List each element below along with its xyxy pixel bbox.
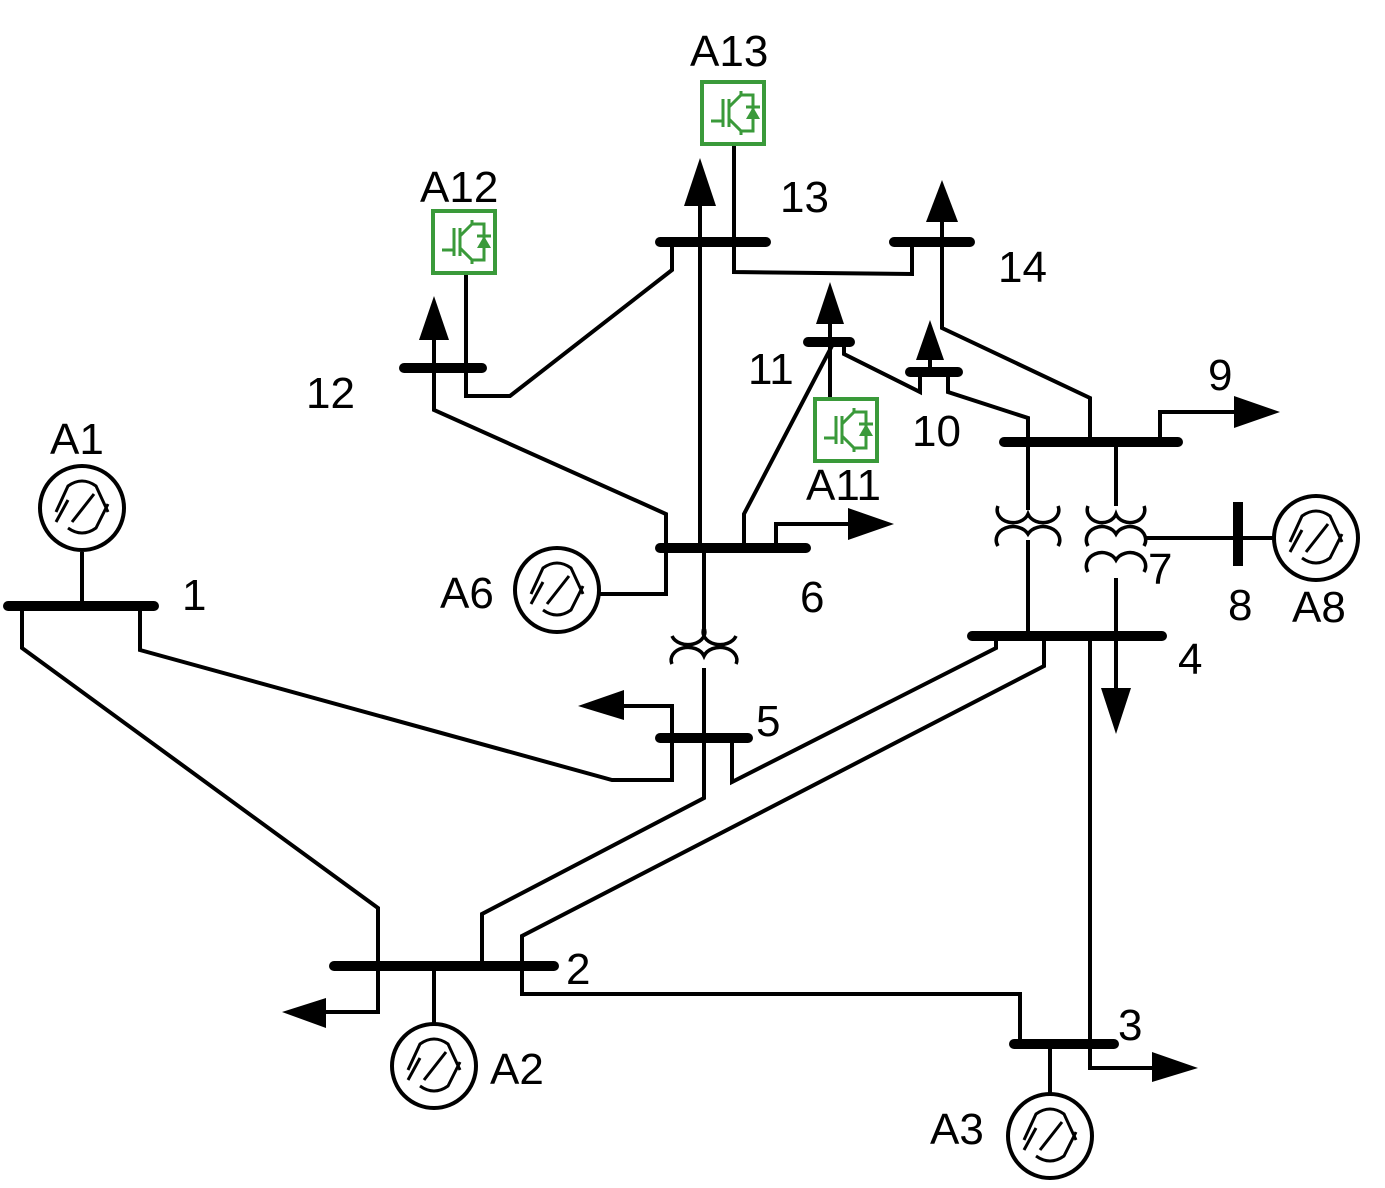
- device-labels: A1 A2 A3 A6 A8 A11 A12 A13: [50, 27, 1346, 1154]
- loads: [282, 158, 1280, 1082]
- bus-label-4: 4: [1178, 635, 1202, 684]
- line-2-5: [480, 738, 706, 966]
- converters: [431, 80, 879, 463]
- buses: [3, 237, 1243, 1049]
- line-12-13: [464, 242, 674, 398]
- bus-label-13: 13: [780, 173, 829, 222]
- generator-a1: [38, 464, 126, 552]
- load-arrow-icon: [282, 966, 380, 1028]
- line-2-4: [520, 636, 1046, 966]
- transformers: [669, 505, 1148, 665]
- bus-label-7: 7: [1148, 545, 1172, 594]
- line-1-2: [20, 606, 380, 966]
- generator-label-a8: A8: [1292, 583, 1346, 632]
- generator-label-a2: A2: [490, 1045, 544, 1094]
- line-6-11: [742, 341, 836, 548]
- generator-a6: [513, 546, 601, 634]
- bus-label-5: 5: [756, 697, 780, 746]
- load-arrow-icon: [684, 158, 716, 242]
- bus-label-2: 2: [566, 945, 590, 994]
- converter-a13: [700, 80, 766, 146]
- transformer-icon: [1084, 505, 1148, 573]
- line-14-9: [940, 242, 1092, 442]
- generator-label-a3: A3: [930, 1105, 984, 1154]
- bus-labels: 1 2 3 4 5 6 7 8 9 10 11 12 13 14: [182, 173, 1252, 1050]
- load-arrow-icon: [916, 320, 944, 372]
- generator-a8: [1272, 494, 1360, 582]
- load-arrow-icon: [1101, 636, 1131, 734]
- bus-label-10: 10: [912, 407, 961, 456]
- load-arrow-icon: [926, 180, 958, 242]
- bus-label-8: 8: [1228, 581, 1252, 630]
- line-4-5: [730, 636, 998, 786]
- converter-label-a11: A11: [806, 461, 881, 510]
- line-2-3: [520, 966, 1022, 1044]
- bus-label-1: 1: [182, 571, 206, 620]
- load-arrow-icon: [1158, 396, 1280, 442]
- line-6-12: [432, 368, 668, 548]
- line-10-9: [946, 372, 1030, 442]
- bus-label-11: 11: [748, 345, 794, 394]
- line-10-11: [842, 342, 922, 396]
- transmission-lines: [20, 144, 1274, 1094]
- generator-label-a1: A1: [50, 415, 104, 464]
- load-arrow-icon: [774, 508, 894, 548]
- bus-label-14: 14: [998, 243, 1047, 292]
- bus-label-9: 9: [1208, 351, 1232, 400]
- bus-label-6: 6: [800, 573, 824, 622]
- generator-label-a6: A6: [440, 569, 494, 618]
- bus-label-12: 12: [306, 369, 355, 418]
- generator-a3: [1006, 1092, 1094, 1180]
- converter-a12: [431, 209, 497, 275]
- converter-label-a12: A12: [420, 163, 498, 212]
- load-arrow-icon: [578, 690, 674, 738]
- transformer-icon: [994, 505, 1062, 547]
- load-arrow-icon: [419, 296, 449, 368]
- bus-label-3: 3: [1118, 1001, 1142, 1050]
- generator-a2: [390, 1022, 478, 1110]
- line-1-5: [138, 606, 674, 782]
- load-arrow-icon: [1088, 1044, 1198, 1082]
- line-13-14: [732, 242, 914, 277]
- converter-label-a13: A13: [690, 27, 768, 76]
- load-arrow-icon: [816, 282, 844, 342]
- generators: [38, 464, 1360, 1180]
- converter-a11: [813, 397, 879, 463]
- transformer-icon: [669, 623, 739, 665]
